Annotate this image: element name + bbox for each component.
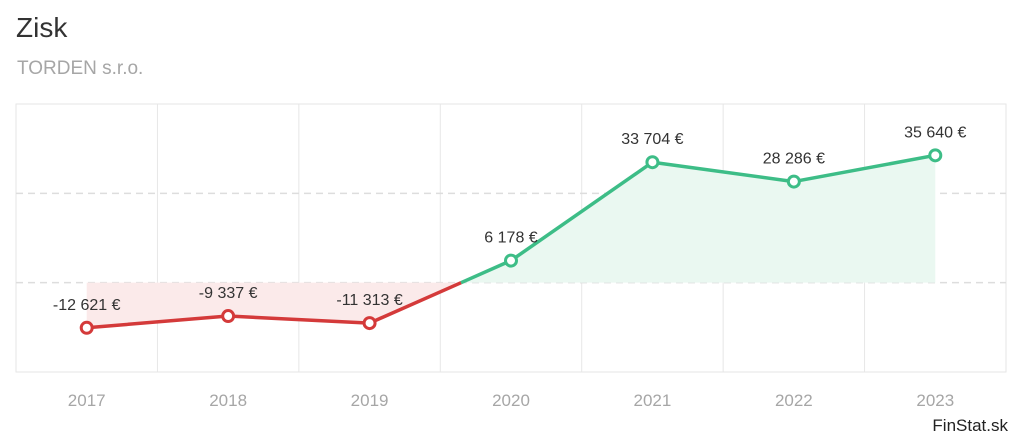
data-point bbox=[928, 148, 943, 163]
chart-title: Zisk bbox=[16, 12, 68, 43]
data-label: 35 640 € bbox=[904, 124, 966, 141]
data-label: 6 178 € bbox=[484, 230, 537, 247]
chart-subtitle: TORDEN s.r.o. bbox=[17, 58, 144, 79]
data-label: 33 704 € bbox=[621, 131, 683, 148]
data-point bbox=[79, 320, 94, 335]
plot-frame bbox=[15, 103, 1007, 373]
data-point bbox=[645, 155, 660, 170]
data-label: -9 337 € bbox=[199, 285, 258, 302]
data-label: 28 286 € bbox=[763, 151, 825, 168]
brand-label: FinStat.sk bbox=[932, 416, 1008, 435]
positive-area bbox=[461, 155, 936, 283]
data-point bbox=[362, 316, 377, 331]
data-label: -12 621 € bbox=[53, 297, 121, 314]
negative-area bbox=[86, 282, 462, 328]
x-tick-label: 2019 bbox=[351, 391, 389, 410]
x-tick-label: 2021 bbox=[634, 391, 672, 410]
data-point bbox=[504, 253, 518, 268]
data-label: -11 313 € bbox=[336, 292, 403, 309]
data-point bbox=[786, 174, 801, 189]
x-tick-label: 2017 bbox=[68, 391, 106, 410]
x-tick-label: 2018 bbox=[209, 391, 247, 410]
x-tick-label: 2020 bbox=[492, 391, 530, 410]
negative-series-line bbox=[86, 281, 462, 330]
x-tick-label: 2023 bbox=[916, 391, 954, 410]
x-tick-label: 2022 bbox=[775, 391, 813, 410]
data-point bbox=[221, 309, 236, 324]
